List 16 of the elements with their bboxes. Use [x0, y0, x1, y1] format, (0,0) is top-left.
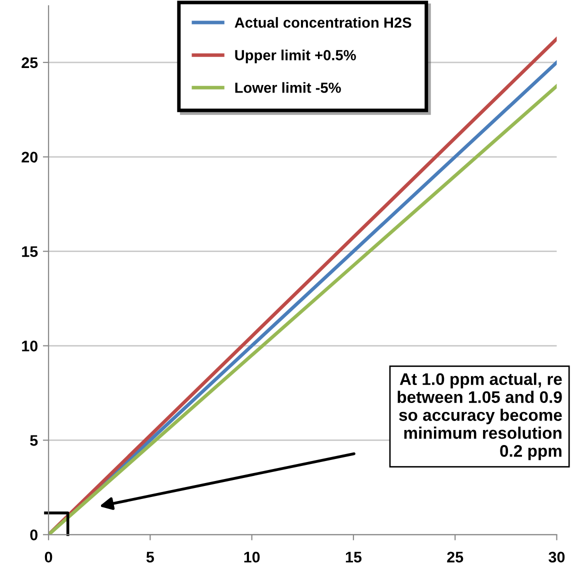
x-tick-label: 25 — [447, 552, 464, 563]
y-tick-label: 10 — [22, 340, 38, 352]
legend-label: Lower limit -5% — [235, 82, 341, 93]
legend-label: Actual concentration H2S — [234, 17, 412, 28]
y-tick-label: 0 — [30, 530, 38, 540]
x-tick-label: 15 — [346, 552, 362, 563]
legend-label: Upper limit +0.5% — [235, 50, 356, 64]
annotation: At 1.0 ppm actual, re between 1.05 and 0.9 so accuracy become minimum resolution 0.2 ppm — [398, 372, 562, 460]
y-tick-label: 15 — [22, 246, 38, 258]
y-tick-label: 25 — [22, 57, 38, 68]
x-tick-label: 0 — [44, 552, 52, 563]
x-tick-label: 30 — [548, 552, 565, 563]
x-tick-label: 5 — [146, 552, 154, 563]
x-tick-label: 10 — [244, 552, 260, 563]
y-tick-label: 20 — [22, 152, 38, 163]
y-tick-label: 5 — [30, 435, 38, 446]
